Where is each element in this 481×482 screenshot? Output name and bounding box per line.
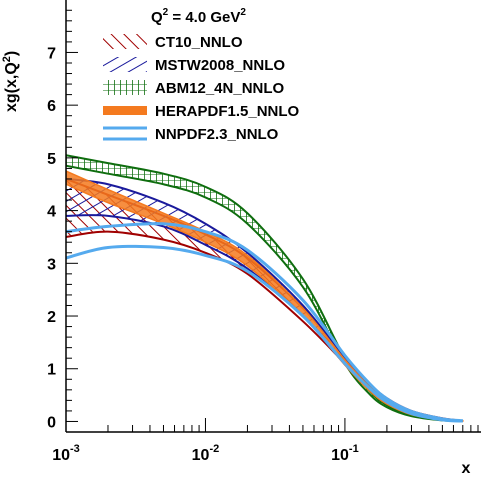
band-mstw2008-nnlo [66, 177, 463, 423]
band-upper-nnpdf2-3-nnlo [66, 222, 463, 423]
legend-item-ct10-nnlo: CT10_NNLO [103, 34, 243, 51]
x-tick-base: 10 [331, 447, 349, 464]
legend-item-nnpdf2-3-nnlo: NNPDF2.3_NNLO [103, 126, 279, 143]
band-nnpdf2-3-nnlo [66, 222, 463, 423]
x-axis-label: x [462, 460, 471, 477]
chart-title: Q2 = 4.0 GeV2 [151, 7, 246, 26]
legend-item-herapdf1-5-nnlo: HERAPDF1.5_NNLO [103, 103, 300, 120]
legend-swatch [103, 57, 147, 72]
x-tick-label: 10-1 [331, 443, 359, 464]
x-tick-base: 10 [52, 447, 70, 464]
y-axis-label-post: ) [3, 51, 20, 56]
band-fill-herapdf1-5-nnlo [66, 170, 464, 422]
band-lower-nnpdf2-3-nnlo [66, 244, 463, 423]
legend-label: HERAPDF1.5_NNLO [155, 103, 300, 120]
y-axis-label-exp: 2 [1, 56, 13, 62]
legend: CT10_NNLO MSTW2008_NNLO ABM12_4N_NNLO HERAP… [103, 34, 300, 143]
legend-item-abm12-4n-nnlo: ABM12_4N_NNLO [103, 80, 285, 97]
x-tick-exp: -1 [349, 443, 359, 455]
y-tick-label: 6 [47, 98, 56, 115]
legend-label: MSTW2008_NNLO [155, 57, 285, 74]
y-tick-label: 0 [47, 414, 56, 431]
legend-item-mstw2008-nnlo: MSTW2008_NNLO [103, 57, 285, 74]
y-axis-label: xg(x,Q2) [1, 51, 20, 112]
y-tick-label: 7 [47, 45, 56, 62]
y-tick-label: 1 [47, 362, 56, 379]
uncertainty-bands [66, 154, 464, 423]
x-tick-label: 10-3 [52, 443, 80, 464]
x-tick-base: 10 [192, 447, 210, 464]
legend-swatch [103, 34, 147, 49]
x-tick-label: 10-2 [192, 443, 220, 464]
y-tick-label: 2 [47, 309, 56, 326]
axis-ticks [65, 9, 479, 432]
y-axis-label-pre: xg(x,Q [3, 62, 20, 112]
title-q: Q [151, 9, 163, 26]
y-tick-label: 3 [47, 256, 56, 273]
band-lower-abm12-4n-nnlo [66, 164, 463, 423]
band-fill-mstw2008-nnlo [66, 178, 463, 422]
legend-swatch [103, 80, 147, 95]
legend-label: ABM12_4N_NNLO [155, 80, 285, 97]
title-unit-exp: 2 [240, 7, 246, 18]
band-lower-ct10-nnlo [66, 230, 463, 422]
legend-swatch [103, 106, 147, 115]
title-mid: = 4.0 GeV [168, 9, 240, 26]
legend-label: CT10_NNLO [155, 34, 243, 51]
y-tick-label: 5 [47, 151, 56, 168]
x-tick-exp: -3 [70, 443, 80, 455]
title-q-exp: 2 [163, 7, 169, 18]
y-tick-label: 4 [47, 204, 56, 221]
legend-label: NNPDF2.3_NNLO [155, 126, 279, 143]
band-herapdf1-5-nnlo [66, 170, 464, 422]
x-tick-exp: -2 [209, 443, 219, 455]
